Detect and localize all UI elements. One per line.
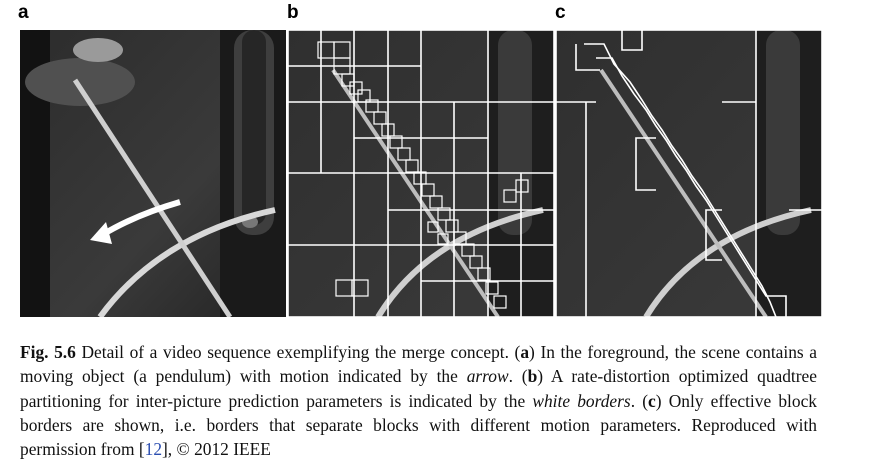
panel-b-image bbox=[288, 30, 554, 317]
caption-text: ) A rate-distortion optimized quadtree p… bbox=[20, 366, 817, 411]
fine-blocks bbox=[317, 41, 529, 309]
figure-caption: Fig. 5.6 Detail of a video sequence exem… bbox=[20, 340, 817, 461]
quadtree-scene-b bbox=[288, 30, 554, 317]
panel-label-c: c bbox=[555, 2, 566, 23]
caption-text: ) In the foreground, the scene contains … bbox=[20, 342, 817, 387]
caption-emphasis: white borders bbox=[532, 390, 631, 411]
caption-emphasis: arrow bbox=[466, 366, 509, 387]
caption-text: . ( bbox=[630, 390, 649, 411]
panel-ref-b: b bbox=[527, 366, 538, 387]
figure-label: Fig. 5.6 bbox=[20, 342, 76, 362]
caption-text: . ( bbox=[508, 366, 528, 387]
panel-a-image bbox=[20, 30, 286, 317]
panel-c-image bbox=[556, 30, 822, 317]
pendulum-scene-a bbox=[20, 30, 286, 317]
panel-label-b: b bbox=[287, 2, 299, 23]
effective-borders bbox=[556, 30, 822, 317]
panel-ref-c: c bbox=[648, 390, 656, 411]
citation-link[interactable]: 12 bbox=[144, 439, 163, 460]
quadtree-grid bbox=[288, 30, 554, 317]
merged-borders-scene-c bbox=[556, 30, 822, 317]
panel-label-a: a bbox=[18, 2, 29, 23]
caption-text: ) Only effective block borders are shown… bbox=[20, 390, 817, 460]
caption-text: Detail of a video sequence exemplifying … bbox=[75, 342, 521, 362]
caption-text: ], © 2012 IEEE bbox=[162, 439, 271, 460]
motion-arrow-head bbox=[90, 222, 112, 244]
panel-ref-a: a bbox=[520, 342, 530, 362]
